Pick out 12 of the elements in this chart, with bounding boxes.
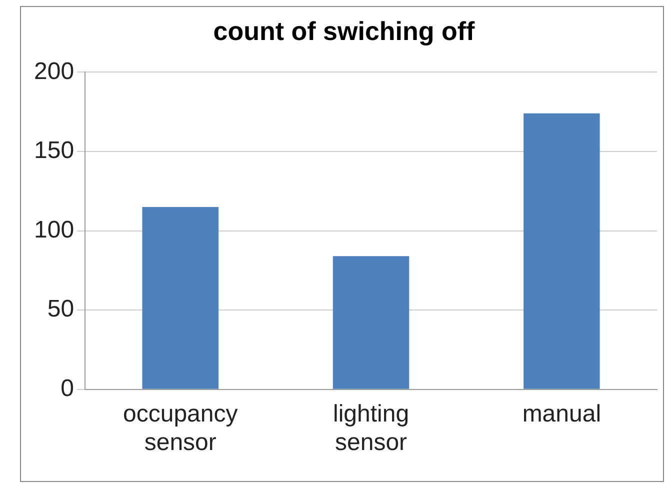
x-tick-label: lighting sensor (332, 400, 410, 456)
chart-title: count of swiching off (213, 16, 476, 46)
y-tick-label: 150 (34, 137, 74, 164)
y-tick-label: 100 (34, 216, 74, 244)
y-tick-label: 0 (60, 375, 74, 402)
x-tick-label: manual (522, 400, 602, 428)
y-tick-label: 200 (34, 58, 74, 85)
bar (524, 113, 600, 389)
bar (142, 207, 218, 389)
bar (332, 256, 410, 389)
y-tick-label: 50 (47, 296, 74, 323)
x-tick-label: occupancy sensor (122, 400, 238, 456)
